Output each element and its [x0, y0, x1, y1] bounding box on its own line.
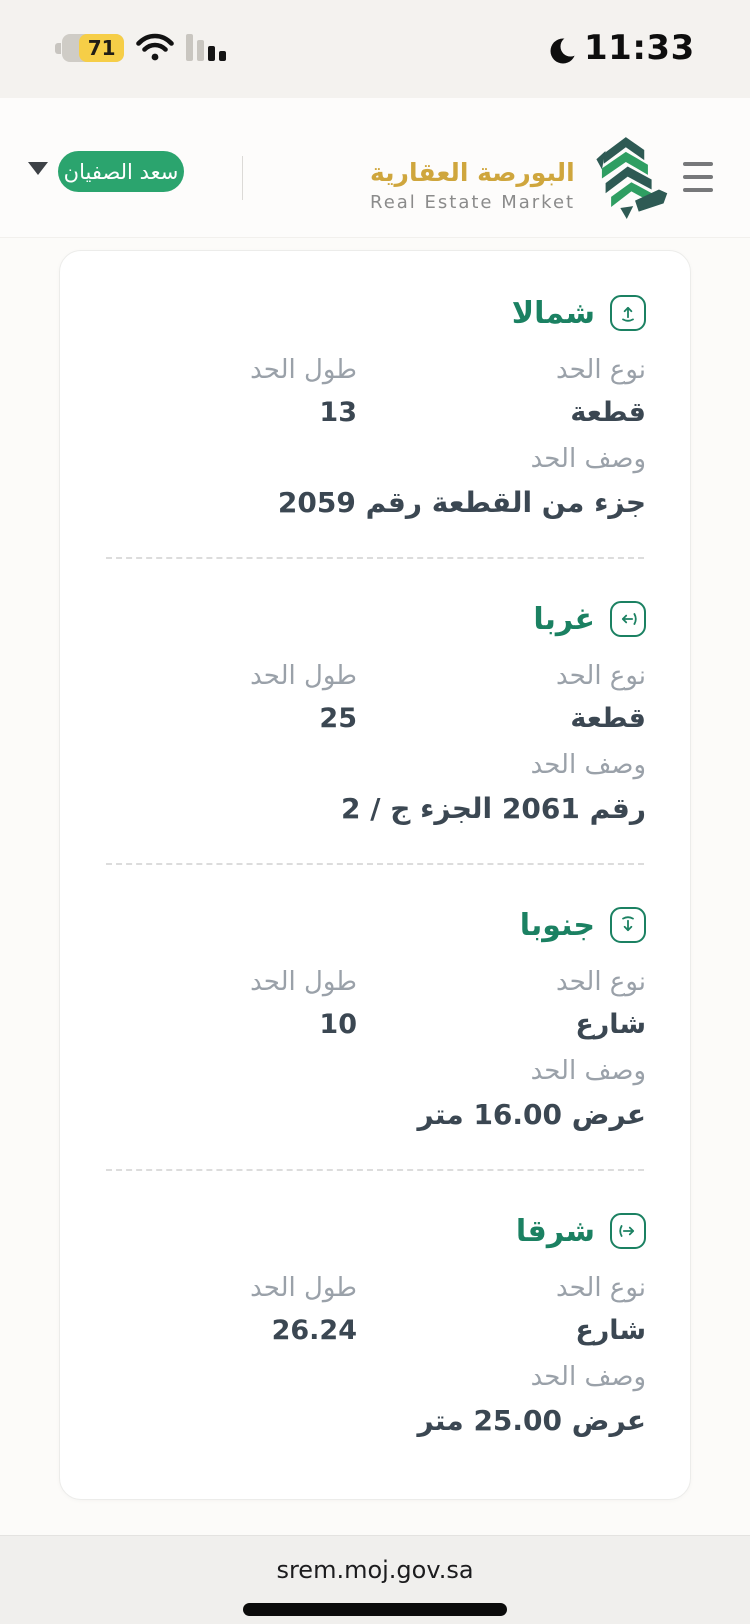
browser-bottom-bar[interactable]: srem.moj.gov.sa — [0, 1535, 750, 1624]
boundary-section-west: غربا نوع الحد قطعة طول الحد 25 وصف الحد … — [104, 601, 646, 825]
fields-row: نوع الحد شارع طول الحد 26.24 — [104, 1273, 646, 1346]
wifi-icon — [136, 33, 174, 61]
dashed-divider — [106, 863, 644, 865]
field-value: 10 — [319, 1009, 357, 1040]
browser-url[interactable]: srem.moj.gov.sa — [276, 1556, 474, 1584]
dashed-divider — [106, 557, 644, 559]
section-header: غربا — [104, 601, 646, 637]
section-title: شمالا — [511, 295, 595, 331]
boundary-section-east: شرقا نوع الحد شارع طول الحد 26.24 وصف ال… — [104, 1213, 646, 1437]
field-value: جزء من القطعة رقم 2059 — [277, 486, 646, 519]
section-title: شرقا — [515, 1213, 595, 1249]
hamburger-menu-button[interactable] — [683, 162, 713, 201]
app-header: سعد الصفيان البورصة العقارية Real Estate… — [0, 98, 750, 238]
field-label: وصف الحد — [530, 1056, 646, 1086]
field-label: وصف الحد — [530, 1362, 646, 1392]
field-value: عرض 25.00 متر — [417, 1404, 646, 1437]
field-label: نوع الحد — [555, 1273, 646, 1303]
field-label: وصف الحد — [530, 750, 646, 780]
field-label: نوع الحد — [555, 355, 646, 385]
boundaries-card: شمالا نوع الحد قطعة طول الحد 13 وصف الحد… — [59, 250, 691, 1500]
section-header: شرقا — [104, 1213, 646, 1249]
battery-cap — [55, 43, 61, 54]
battery-icon: 71 — [55, 34, 124, 62]
boundary-type-field: نوع الحد قطعة — [375, 661, 646, 734]
field-value: عرض 16.00 متر — [417, 1098, 646, 1131]
logo[interactable]: البورصة العقارية Real Estate Market — [370, 158, 576, 213]
header-divider — [242, 156, 243, 200]
dashed-divider — [106, 1169, 644, 1171]
battery-level: 71 — [79, 34, 124, 62]
field-value: 25 — [319, 703, 357, 734]
section-title: غربا — [533, 601, 595, 637]
boundary-type-field: نوع الحد شارع — [375, 967, 646, 1040]
status-time: 11:33 — [584, 28, 695, 68]
chevron-down-icon[interactable] — [28, 162, 48, 175]
field-label: طول الحد — [250, 1273, 357, 1303]
field-value: شارع — [575, 1009, 646, 1040]
field-value: رقم 2061 الجزء ج / 2 — [340, 792, 646, 825]
boundary-length-field: طول الحد 10 — [104, 967, 375, 1040]
boundary-type-field: نوع الحد شارع — [375, 1273, 646, 1346]
cellular-signal-icon — [186, 33, 230, 61]
direction-south-icon — [610, 907, 646, 943]
field-label: نوع الحد — [555, 967, 646, 997]
boundary-length-field: طول الحد 13 — [104, 355, 375, 428]
boundary-section-north: شمالا نوع الحد قطعة طول الحد 13 وصف الحد… — [104, 295, 646, 519]
field-value: شارع — [575, 1315, 646, 1346]
status-bar: 71 11:33 — [0, 0, 750, 98]
boundary-length-field: طول الحد 26.24 — [104, 1273, 375, 1346]
fields-row: نوع الحد قطعة طول الحد 25 — [104, 661, 646, 734]
fields-row: نوع الحد شارع طول الحد 10 — [104, 967, 646, 1040]
battery-body: 71 — [62, 34, 124, 62]
home-indicator[interactable] — [243, 1603, 507, 1616]
boundary-type-field: نوع الحد قطعة — [375, 355, 646, 428]
boundary-section-south: جنوبا نوع الحد شارع طول الحد 10 وصف الحد… — [104, 907, 646, 1131]
user-menu-button[interactable]: سعد الصفيان — [58, 151, 184, 192]
fields-row: نوع الحد قطعة طول الحد 13 — [104, 355, 646, 428]
moon-icon — [550, 36, 579, 64]
logo-title-arabic: البورصة العقارية — [370, 158, 575, 187]
field-label: نوع الحد — [555, 661, 646, 691]
section-header: شمالا — [104, 295, 646, 331]
direction-east-icon — [610, 1213, 646, 1249]
direction-west-icon — [610, 601, 646, 637]
boundary-length-field: طول الحد 25 — [104, 661, 375, 734]
field-label: طول الحد — [250, 967, 357, 997]
field-label: طول الحد — [250, 661, 357, 691]
field-value: 13 — [319, 397, 357, 428]
field-value: 26.24 — [271, 1315, 357, 1346]
field-label: وصف الحد — [530, 444, 646, 474]
section-title: جنوبا — [519, 907, 595, 943]
field-label: طول الحد — [250, 355, 357, 385]
section-header: جنوبا — [104, 907, 646, 943]
field-value: قطعة — [570, 703, 646, 734]
srem-map-logo-icon — [596, 137, 668, 219]
logo-subtitle-english: Real Estate Market — [370, 192, 576, 213]
field-value: قطعة — [570, 397, 646, 428]
direction-north-icon — [610, 295, 646, 331]
